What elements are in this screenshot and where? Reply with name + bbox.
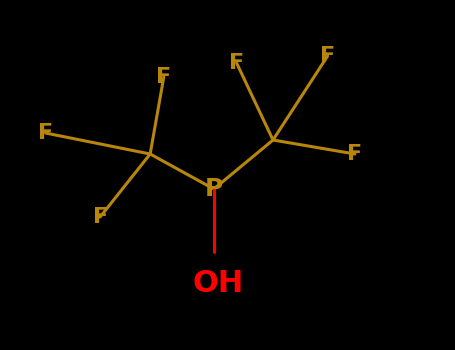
Text: P: P	[205, 177, 223, 201]
Text: OH: OH	[193, 269, 244, 298]
Text: F: F	[38, 123, 53, 143]
Text: F: F	[92, 207, 108, 227]
Text: F: F	[347, 144, 363, 164]
Text: F: F	[156, 67, 172, 87]
Text: F: F	[320, 46, 335, 66]
Text: F: F	[229, 53, 244, 73]
